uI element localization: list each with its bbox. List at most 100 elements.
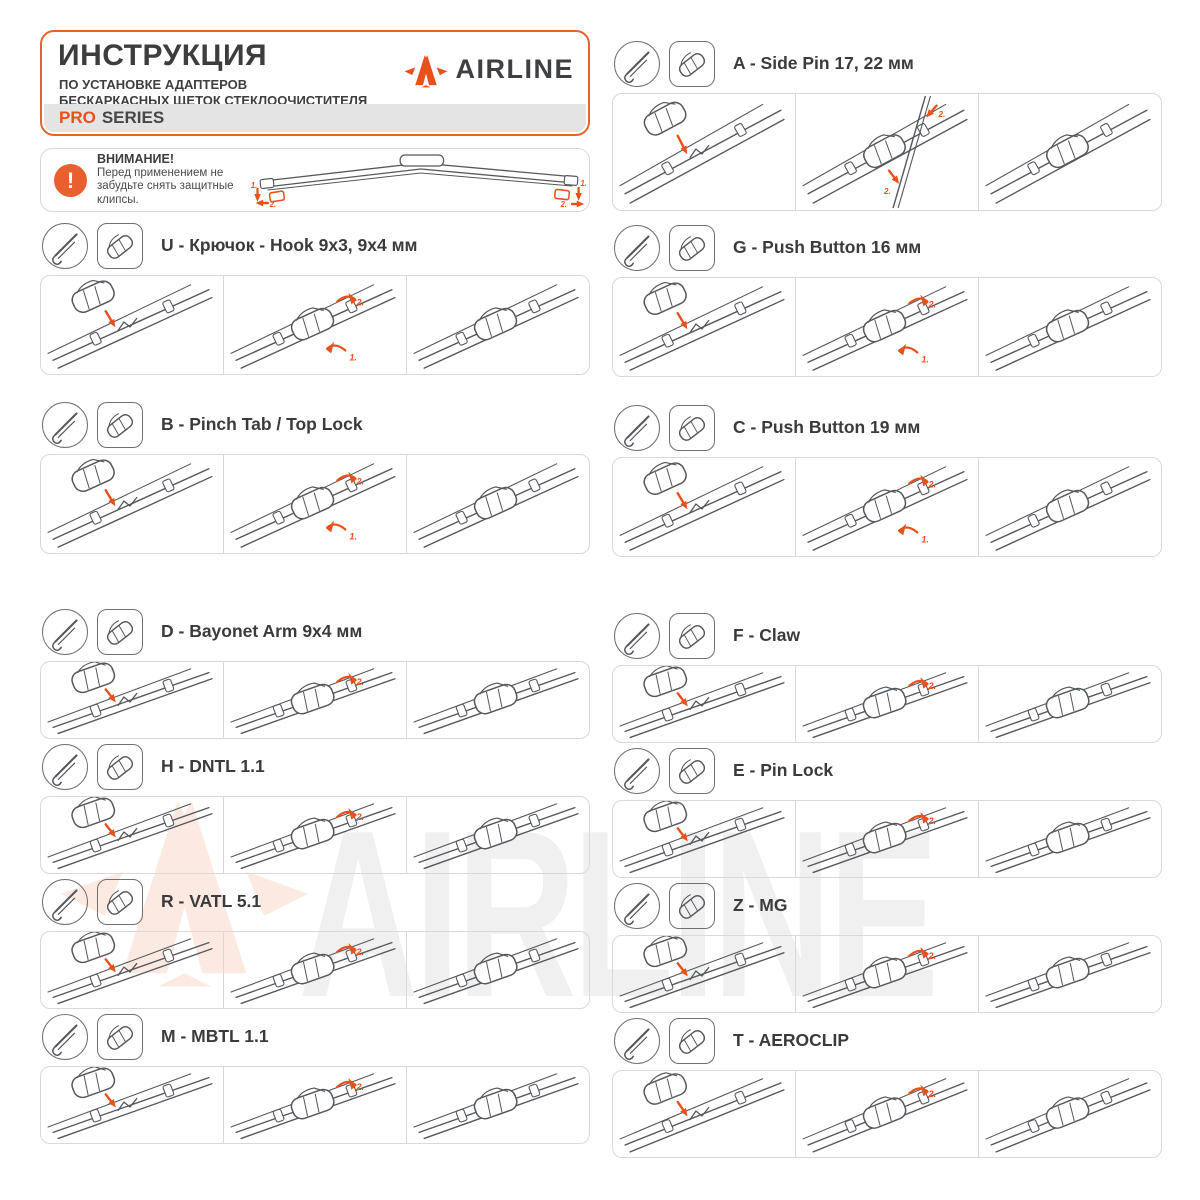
svg-text:2.: 2. — [938, 110, 946, 119]
section-G: G - Push Button 16 мм 2. 1. — [612, 224, 1162, 377]
instruction-drawing: 2. — [802, 807, 968, 874]
wiper-arm-icon — [614, 40, 660, 87]
panel-step-1 — [41, 797, 224, 873]
panel-step-2: 2. 2. — [796, 94, 979, 210]
section-title-C: C - Push Button 19 мм — [733, 417, 921, 437]
instruction-drawing — [619, 1072, 785, 1153]
instruction-drawing: 2. 2. — [802, 95, 968, 209]
section-head-R: R - VATL 5.1 — [42, 878, 590, 925]
instruction-drawing — [47, 1067, 213, 1140]
svg-text:1.: 1. — [581, 179, 587, 188]
panel-step-3 — [979, 936, 1161, 1012]
instruction-drawing — [47, 458, 213, 548]
section-B: B - Pinch Tab / Top Lock 2. 1. — [40, 401, 590, 554]
instruction-drawing — [47, 932, 213, 1005]
adapter-icon — [669, 404, 715, 451]
instruction-drawing — [47, 662, 213, 735]
wiper-arm-icon — [42, 401, 88, 448]
svg-text:1.: 1. — [921, 354, 929, 364]
adapter-icon — [669, 40, 715, 87]
panel-row-H: 2. — [40, 796, 590, 874]
instruction-drawing — [47, 797, 213, 870]
instruction-drawing — [619, 666, 785, 739]
svg-text:2.: 2. — [355, 677, 364, 687]
svg-text:2.: 2. — [355, 477, 364, 487]
svg-text:1.: 1. — [251, 181, 257, 190]
instruction-drawing: 2. — [802, 1078, 968, 1153]
instruction-drawing — [47, 279, 213, 369]
adapter-icon — [669, 747, 715, 794]
instruction-drawing: 2. 1. — [230, 284, 396, 369]
section-title-D: D - Bayonet Arm 9x4 мм — [161, 621, 363, 641]
instruction-drawing — [985, 103, 1151, 204]
wiper-arm-icon — [614, 404, 660, 451]
panel-step-3 — [979, 801, 1161, 877]
svg-text:2.: 2. — [883, 187, 891, 196]
instruction-drawing — [413, 284, 579, 369]
subtitle-line-1: ПО УСТАНОВКЕ АДАПТЕРОВ — [59, 77, 248, 92]
instruction-drawing — [413, 463, 579, 548]
wiper-arm-icon — [614, 882, 660, 929]
section-Z: Z - MG 2. — [612, 882, 1162, 1013]
brand-logo: AIRLINE — [403, 48, 575, 90]
panel-step-3 — [979, 94, 1161, 210]
instruction-drawing — [619, 936, 785, 1009]
svg-text:2.: 2. — [355, 812, 364, 822]
adapter-icon — [669, 1017, 715, 1064]
section-title-H: H - DNTL 1.1 — [161, 756, 265, 776]
svg-text:2.: 2. — [927, 681, 936, 691]
panel-row-G: 2. 1. — [612, 277, 1162, 377]
warning-line-2: забудьте снять защитные — [97, 180, 234, 192]
panel-step-3 — [979, 1071, 1161, 1157]
panel-row-M: 2. — [40, 1066, 590, 1144]
svg-text:1.: 1. — [349, 352, 357, 362]
adapter-icon — [97, 1013, 143, 1060]
warning-title: ВНИМАНИЕ! — [97, 152, 174, 166]
panel-step-1 — [41, 662, 224, 738]
svg-text:2.: 2. — [927, 480, 936, 490]
section-A: A - Side Pin 17, 22 мм 2. 2. — [612, 40, 1162, 211]
section-head-Z: Z - MG — [614, 882, 1162, 929]
panel-step-1 — [613, 278, 796, 376]
wiper-arm-icon — [614, 747, 660, 794]
instruction-drawing — [985, 286, 1151, 371]
svg-text:2.: 2. — [560, 200, 567, 209]
section-M: M - MBTL 1.1 2. — [40, 1013, 590, 1144]
panel-step-2: 2. 1. — [796, 458, 979, 556]
section-title-Z: Z - MG — [733, 895, 788, 915]
panel-step-2: 2. — [796, 936, 979, 1012]
panel-step-1 — [41, 455, 224, 553]
wiper-arm-icon — [42, 743, 88, 790]
panel-step-3 — [407, 276, 589, 374]
panel-row-A: 2. 2. — [612, 93, 1162, 211]
section-head-C: C - Push Button 19 мм — [614, 404, 1162, 451]
section-head-H: H - DNTL 1.1 — [42, 743, 590, 790]
svg-text:2.: 2. — [269, 200, 276, 209]
panel-step-1 — [613, 94, 796, 210]
instruction-drawing: 2. 1. — [802, 466, 968, 551]
instruction-drawing — [619, 281, 785, 371]
section-title-B: B - Pinch Tab / Top Lock — [161, 414, 363, 434]
instruction-drawing — [985, 1078, 1151, 1153]
instruction-drawing — [985, 807, 1151, 874]
adapter-icon — [669, 612, 715, 659]
instruction-drawing: 2. — [802, 942, 968, 1009]
adapter-icon — [669, 224, 715, 271]
section-head-B: B - Pinch Tab / Top Lock — [42, 401, 590, 448]
section-C: C - Push Button 19 мм 2. 1. — [612, 404, 1162, 557]
panel-step-3 — [407, 797, 589, 873]
wiper-arm-icon — [42, 1013, 88, 1060]
left-column: ИНСТРУКЦИЯ ПО УСТАНОВКЕ АДАПТЕРОВ БЕСКАР… — [40, 30, 590, 1144]
adapter-icon — [97, 743, 143, 790]
section-head-F: F - Claw — [614, 612, 1162, 659]
panel-step-2: 2. 1. — [796, 278, 979, 376]
svg-text:2.: 2. — [927, 816, 936, 826]
panel-row-U: 2. 1. — [40, 275, 590, 375]
instruction-header: ИНСТРУКЦИЯ ПО УСТАНОВКЕ АДАПТЕРОВ БЕСКАР… — [40, 30, 590, 136]
warning-box: ! ВНИМАНИЕ! Перед применением не забудьт… — [40, 148, 590, 212]
panel-step-3 — [979, 666, 1161, 742]
panel-step-1 — [613, 936, 796, 1012]
panel-step-3 — [407, 662, 589, 738]
instruction-drawing: 2. 1. — [230, 463, 396, 548]
adapter-icon — [97, 878, 143, 925]
